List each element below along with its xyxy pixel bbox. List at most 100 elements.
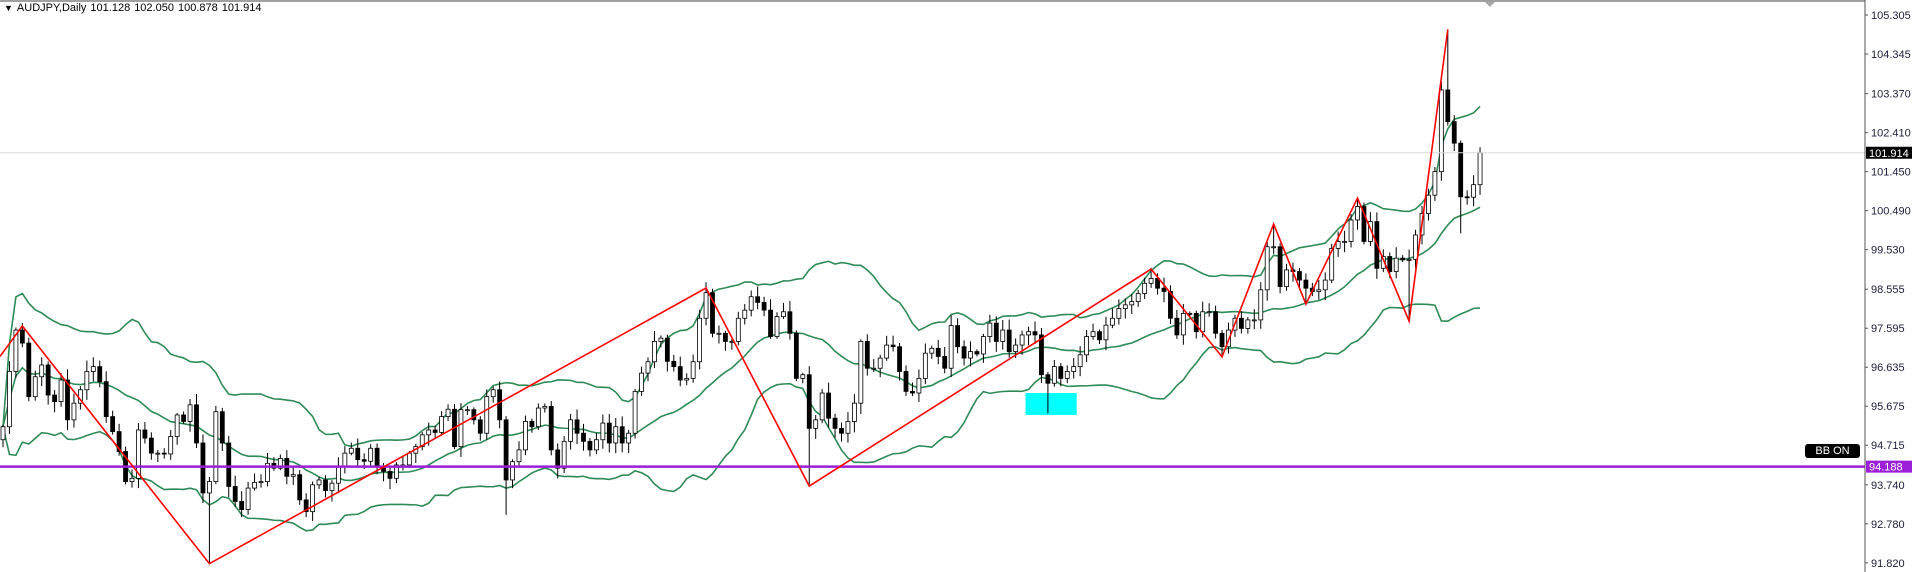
candle-body-bull — [136, 429, 141, 479]
candle-body-bull — [1316, 289, 1322, 292]
candle-body-bull — [626, 432, 632, 444]
candle-body-bear — [710, 292, 715, 334]
candle-body-bull — [1432, 171, 1438, 196]
candle-body-bull — [426, 429, 432, 436]
candle — [1251, 309, 1257, 330]
candle — [71, 393, 77, 428]
candle — [1342, 230, 1347, 253]
candle — [458, 403, 464, 457]
candle-body-bull — [1135, 293, 1141, 303]
candle-body-bear — [1161, 287, 1167, 292]
candle-body-bear — [903, 371, 909, 392]
dropdown-triangle-icon[interactable]: ▼ — [4, 3, 13, 13]
candle — [1322, 272, 1328, 301]
candle — [1116, 299, 1122, 325]
candle — [1451, 115, 1457, 152]
candle-body-bull — [690, 361, 696, 379]
candle-body-bear — [548, 406, 554, 451]
candle-body-bear — [723, 332, 728, 342]
candle — [1438, 81, 1444, 181]
candle — [477, 416, 483, 441]
candle-body-bull — [71, 402, 77, 421]
candle — [265, 452, 270, 487]
candle-body-bull — [1103, 324, 1109, 341]
candle-body-bull — [1438, 89, 1444, 173]
candle — [1464, 190, 1470, 205]
candle-body-bull — [265, 462, 270, 482]
candle-body-bull — [981, 336, 986, 355]
candle-body-bull — [781, 311, 786, 318]
candle — [1426, 188, 1431, 221]
candle — [490, 386, 496, 403]
candle-body-bull — [742, 309, 748, 319]
candle — [258, 474, 264, 488]
candle-body-bear — [574, 419, 580, 434]
candle — [1058, 362, 1064, 387]
candle-body-bear — [103, 381, 109, 417]
candle-body-bull — [877, 357, 883, 369]
level-price-tag-bg — [1866, 460, 1912, 473]
candle — [1271, 224, 1277, 254]
candle — [774, 312, 780, 339]
candle — [600, 414, 606, 449]
candle-body-bear — [1387, 256, 1393, 272]
candle-body-bull — [748, 296, 754, 311]
candle-body-bull — [658, 337, 664, 342]
candle — [961, 340, 967, 366]
candle — [1084, 330, 1089, 363]
candle — [368, 444, 374, 467]
candle-body-bull — [1406, 258, 1412, 261]
candle-body-bear — [432, 429, 438, 433]
candle-body-bull — [871, 367, 877, 370]
candle — [1348, 214, 1354, 248]
candle — [7, 361, 12, 434]
candle-body-bull — [703, 292, 709, 319]
candle-body-bear — [619, 426, 625, 444]
candle-body-bull — [1148, 278, 1154, 284]
candle — [1303, 273, 1309, 305]
candle — [793, 330, 799, 382]
candle-body-bear — [1458, 142, 1464, 198]
candle-body-bull — [464, 409, 470, 412]
candle-body-bull — [394, 464, 399, 479]
candle — [1413, 229, 1418, 269]
bb-upper-band — [2, 105, 1481, 448]
candle — [58, 373, 64, 407]
candle — [877, 354, 883, 378]
candle — [335, 457, 341, 494]
candle-body-bear — [477, 419, 483, 434]
candle — [1006, 319, 1012, 358]
candle-body-bull — [1000, 329, 1006, 342]
candle-body-bear — [1155, 278, 1160, 289]
candle-body-bear — [555, 449, 561, 469]
candle-body-bull — [1110, 317, 1115, 326]
candle — [161, 448, 167, 459]
candle — [922, 343, 928, 385]
candle — [568, 413, 573, 450]
candle — [129, 469, 135, 488]
candle-body-bull — [1393, 257, 1399, 272]
candle — [684, 373, 690, 386]
candle-body-bear — [19, 329, 25, 344]
candle-body-bear — [839, 427, 844, 434]
candle-body-bull — [84, 371, 90, 391]
candle-body-bull — [1090, 331, 1096, 337]
candle — [981, 333, 986, 363]
candle — [103, 371, 109, 423]
candle-body-bear — [1219, 332, 1225, 348]
candle — [310, 481, 316, 521]
candle-body-bull — [884, 344, 890, 359]
candle-body-bull — [329, 482, 335, 491]
chart-shift-marker-icon[interactable] — [1485, 2, 1495, 7]
candle — [529, 418, 535, 433]
candle-body-bear — [832, 417, 838, 429]
candle-body-bear — [361, 459, 367, 462]
candle — [439, 411, 445, 436]
bb-on-button[interactable]: BB ON — [1805, 444, 1860, 458]
candle — [110, 410, 116, 435]
candle-body-bear — [606, 422, 612, 444]
candle — [148, 432, 154, 460]
candle — [1297, 267, 1302, 289]
candle — [916, 369, 922, 402]
